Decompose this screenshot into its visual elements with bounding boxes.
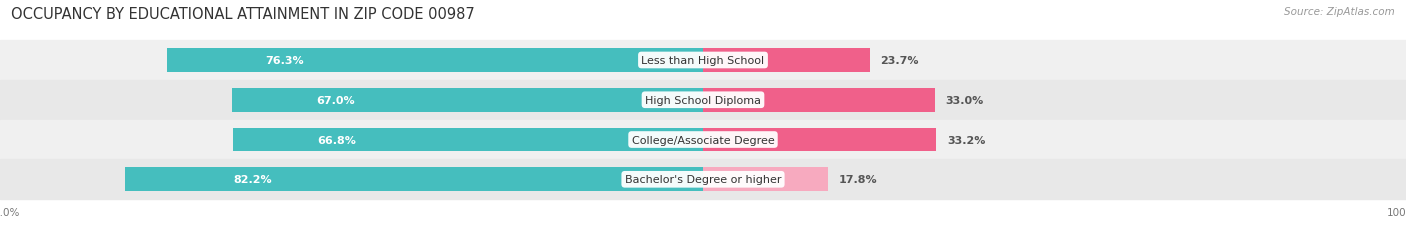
Text: OCCUPANCY BY EDUCATIONAL ATTAINMENT IN ZIP CODE 00987: OCCUPANCY BY EDUCATIONAL ATTAINMENT IN Z… bbox=[11, 7, 475, 22]
Text: High School Diploma: High School Diploma bbox=[645, 95, 761, 105]
Bar bbox=[0, 41, 1406, 81]
Bar bbox=[232, 88, 703, 112]
Text: 33.2%: 33.2% bbox=[948, 135, 986, 145]
Text: Source: ZipAtlas.com: Source: ZipAtlas.com bbox=[1284, 7, 1395, 17]
Text: 23.7%: 23.7% bbox=[880, 56, 918, 66]
Bar bbox=[125, 168, 703, 191]
Text: College/Associate Degree: College/Associate Degree bbox=[631, 135, 775, 145]
Text: 67.0%: 67.0% bbox=[316, 95, 354, 105]
Bar bbox=[703, 49, 869, 73]
Bar bbox=[0, 81, 1406, 120]
Text: Bachelor's Degree or higher: Bachelor's Degree or higher bbox=[624, 175, 782, 185]
Bar bbox=[166, 49, 703, 73]
Text: 33.0%: 33.0% bbox=[945, 95, 984, 105]
Text: 66.8%: 66.8% bbox=[318, 135, 356, 145]
Text: 82.2%: 82.2% bbox=[233, 175, 271, 185]
Bar bbox=[0, 120, 1406, 160]
Bar bbox=[703, 88, 935, 112]
Text: 17.8%: 17.8% bbox=[838, 175, 877, 185]
Text: Less than High School: Less than High School bbox=[641, 56, 765, 66]
Bar bbox=[703, 168, 828, 191]
Bar bbox=[0, 160, 1406, 199]
Bar bbox=[233, 128, 703, 152]
Text: 76.3%: 76.3% bbox=[266, 56, 304, 66]
Bar bbox=[703, 128, 936, 152]
